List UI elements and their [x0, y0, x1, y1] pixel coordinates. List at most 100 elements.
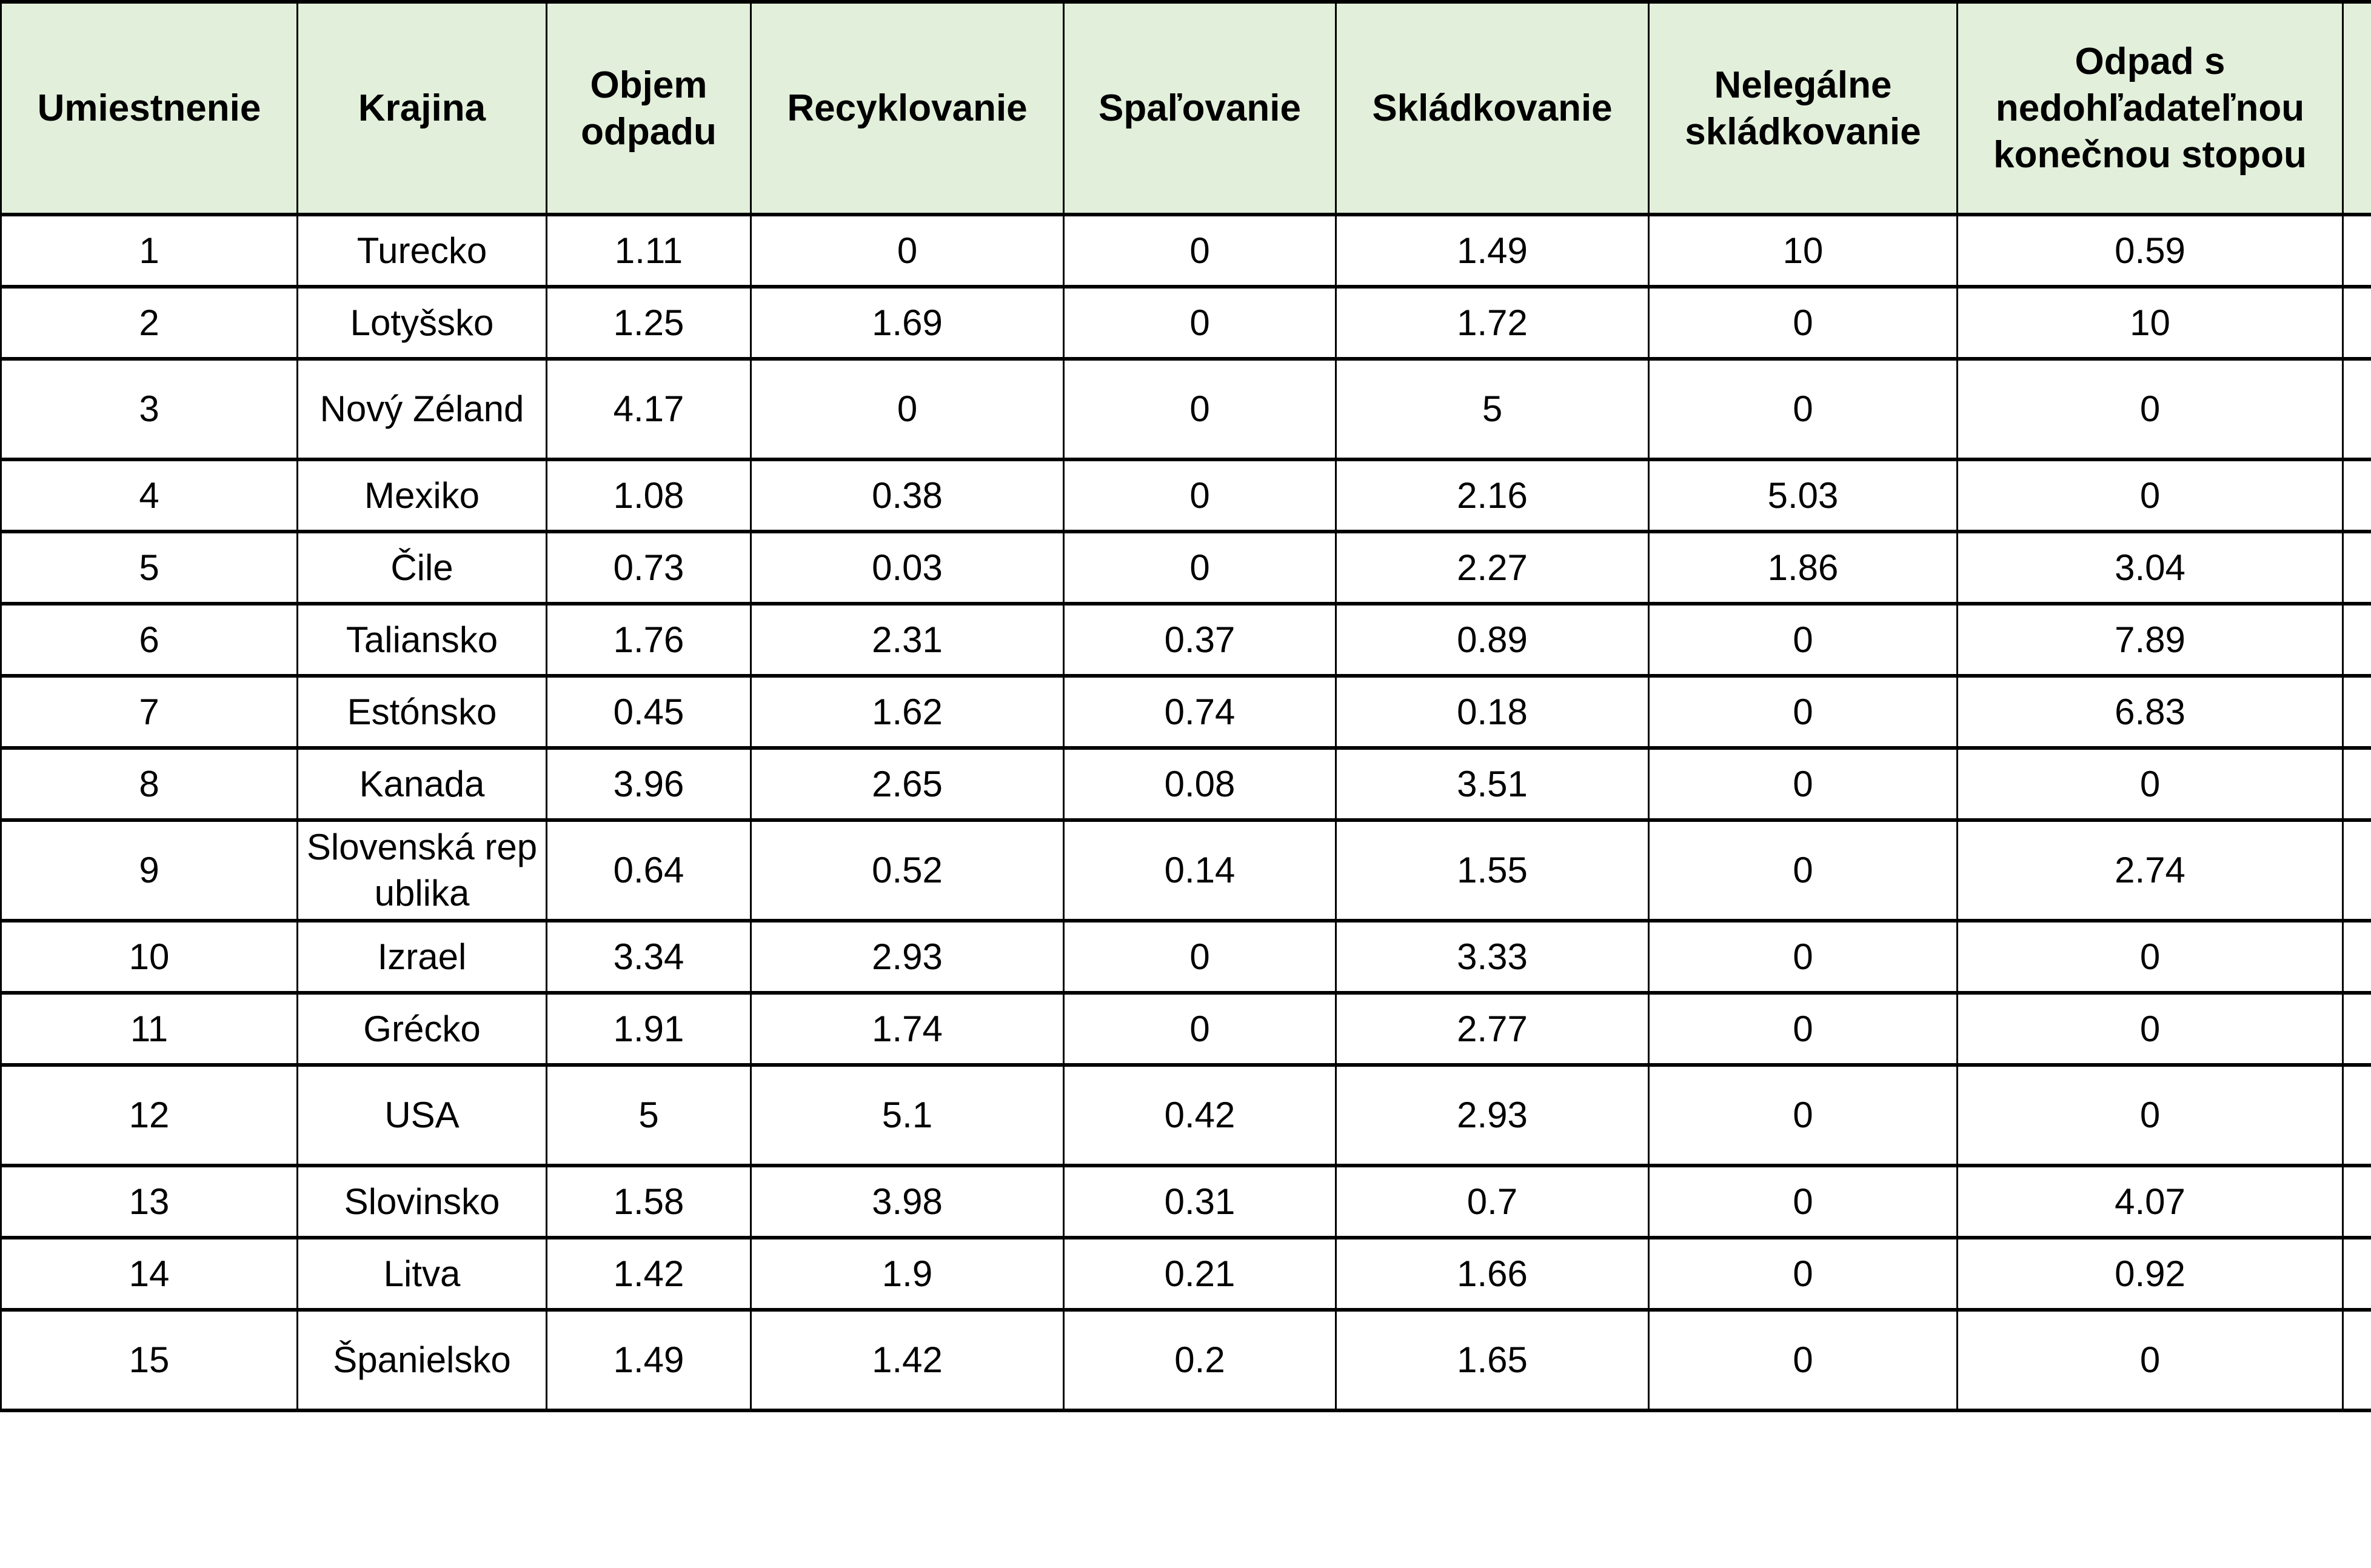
empty-cell — [2342, 1164, 2371, 1239]
table-cell: 5 — [546, 1063, 752, 1167]
table-cell: 1.42 — [546, 1236, 752, 1312]
column-header: Nelegálne skládkovanie — [1648, 0, 1958, 216]
table-row: 3 Nový Zéland 4.17 0 0 5 0 0 — [0, 357, 2371, 461]
table-cell: 0.89 — [1335, 602, 1650, 678]
table-row: 8 Kanada 3.96 2.65 0.08 3.51 0 0 — [0, 746, 2371, 822]
table-cell: 1.74 — [750, 991, 1065, 1067]
table-cell: 8 — [0, 746, 298, 822]
empty-cell — [2342, 285, 2371, 361]
table-cell: Estónsko — [296, 674, 547, 750]
table-cell: 6 — [0, 602, 298, 678]
table-cell: 0 — [1648, 674, 1958, 750]
table-cell: 5.1 — [750, 1063, 1065, 1167]
table-cell: 0.73 — [546, 530, 752, 606]
table-cell: 0.38 — [750, 458, 1065, 533]
table-cell: 2 — [0, 285, 298, 361]
table-cell: Čile — [296, 530, 547, 606]
table-cell: 3.96 — [546, 746, 752, 822]
table-row: 1 Turecko 1.11 0 0 1.49 10 0.59 — [0, 213, 2371, 289]
table-cell: 0 — [1956, 1308, 2344, 1412]
table-cell: 0.7 — [1335, 1164, 1650, 1239]
column-header: Odpad s nedohľadateľnou konečnou stopou — [1956, 0, 2344, 216]
table-cell: 0 — [1063, 213, 1337, 289]
column-header: Objem odpadu — [546, 0, 752, 216]
table-cell: 0.64 — [546, 818, 752, 922]
table-row: 2 Lotyšsko 1.25 1.69 0 1.72 0 10 — [0, 285, 2371, 361]
table-cell: 14 — [0, 1236, 298, 1312]
column-header: Skládkovanie — [1335, 0, 1650, 216]
table-cell: 10 — [1956, 285, 2344, 361]
empty-cell — [2342, 602, 2371, 678]
table-cell: 12 — [0, 1063, 298, 1167]
table-cell: 2.93 — [1335, 1063, 1650, 1167]
table-cell: 0.52 — [750, 818, 1065, 922]
table-cell: 2.31 — [750, 602, 1065, 678]
table-cell: Mexiko — [296, 458, 547, 533]
table-cell: Taliansko — [296, 602, 547, 678]
column-header: Umiestnenie — [0, 0, 298, 216]
table-cell: 1.65 — [1335, 1308, 1650, 1412]
empty-cell — [2342, 458, 2371, 533]
table-cell: 0.42 — [1063, 1063, 1337, 1167]
table-row: 15 Španielsko 1.49 1.42 0.2 1.65 0 0 — [0, 1308, 2371, 1412]
table-row: 6 Taliansko 1.76 2.31 0.37 0.89 0 7.89 — [0, 602, 2371, 678]
empty-cell — [2342, 1236, 2371, 1312]
empty-cell — [2342, 1308, 2371, 1412]
empty-cell — [2342, 213, 2371, 289]
table-cell: Litva — [296, 1236, 547, 1312]
table-cell: 0 — [1063, 919, 1337, 995]
empty-cell — [2342, 919, 2371, 995]
column-header: Recyklovanie — [750, 0, 1065, 216]
table-cell: 2.27 — [1335, 530, 1650, 606]
table-cell: 0 — [1648, 991, 1958, 1067]
table-cell: Nový Zéland — [296, 357, 547, 461]
table-cell: 0 — [1648, 357, 1958, 461]
table-cell: 0 — [1063, 357, 1337, 461]
table-cell: 1 — [0, 213, 298, 289]
table-cell: 1.69 — [750, 285, 1065, 361]
table-cell: 1.42 — [750, 1308, 1065, 1412]
table-cell: 0.21 — [1063, 1236, 1337, 1312]
table-cell: 9 — [0, 818, 298, 922]
table-cell: 0 — [1063, 285, 1337, 361]
table-cell: 3 — [0, 357, 298, 461]
table-cell: USA — [296, 1063, 547, 1167]
table-row: 9 Slovenská republika 0.64 0.52 0.14 1.55 0 2.7… — [0, 818, 2371, 922]
table-cell: 0.45 — [546, 674, 752, 750]
column-header — [2342, 0, 2371, 216]
table-row: 5 Čile 0.73 0.03 0 2.27 1.86 3.04 — [0, 530, 2371, 606]
table-cell: 5.03 — [1648, 458, 1958, 533]
table-cell: 0.31 — [1063, 1164, 1337, 1239]
table-cell: 10 — [0, 919, 298, 995]
table-cell: Turecko — [296, 213, 547, 289]
table-cell: 0.03 — [750, 530, 1065, 606]
table-cell: 0.37 — [1063, 602, 1337, 678]
table-cell: 6.83 — [1956, 674, 2344, 750]
table-cell: 0 — [1956, 919, 2344, 995]
column-header: Krajina — [296, 0, 547, 216]
table-cell: 0 — [1063, 530, 1337, 606]
table-row: 11 Grécko 1.91 1.74 0 2.77 0 0 — [0, 991, 2371, 1067]
table-cell: 0 — [750, 213, 1065, 289]
table-row: 7 Estónsko 0.45 1.62 0.74 0.18 0 6.83 — [0, 674, 2371, 750]
waste-table: Umiestnenie Krajina Objem odpadu Recyklovan… — [0, 0, 2371, 1412]
column-header: Spaľovanie — [1063, 0, 1337, 216]
table-cell: 5 — [0, 530, 298, 606]
table-cell: 1.72 — [1335, 285, 1650, 361]
table-cell: 0 — [1956, 1063, 2344, 1167]
table-cell: 7.89 — [1956, 602, 2344, 678]
empty-cell — [2342, 530, 2371, 606]
table-cell: 1.11 — [546, 213, 752, 289]
empty-cell — [2342, 746, 2371, 822]
table-cell: 0.18 — [1335, 674, 1650, 750]
table-cell: 1.76 — [546, 602, 752, 678]
table-cell: 0.08 — [1063, 746, 1337, 822]
table-row: 13 Slovinsko 1.58 3.98 0.31 0.7 0 4.07 — [0, 1164, 2371, 1239]
table-cell: 0.92 — [1956, 1236, 2344, 1312]
table-cell: 3.33 — [1335, 919, 1650, 995]
empty-cell — [2342, 674, 2371, 750]
table-cell: 0 — [1956, 458, 2344, 533]
table-cell: 1.49 — [1335, 213, 1650, 289]
table-cell: 13 — [0, 1164, 298, 1239]
table-cell: 1.9 — [750, 1236, 1065, 1312]
